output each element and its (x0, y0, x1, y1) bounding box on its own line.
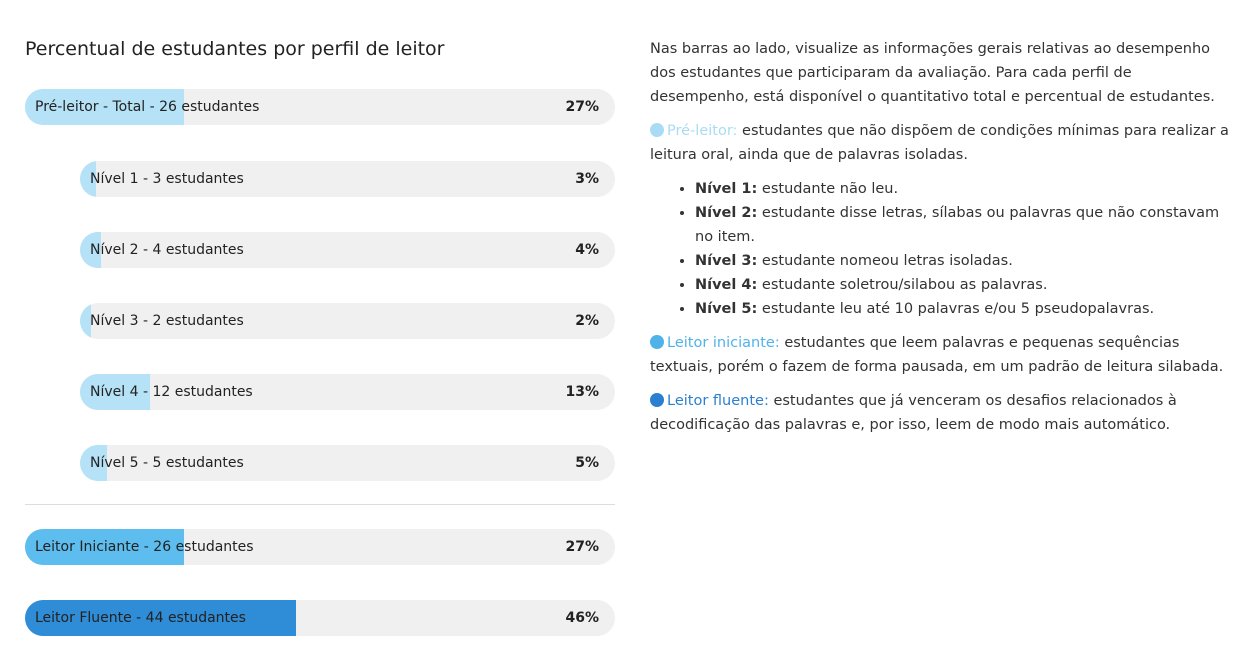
bar-value: 5% (575, 455, 599, 471)
level-name: Nível 5: (695, 301, 758, 317)
profile-dot (650, 123, 664, 137)
bar-fill (80, 161, 97, 197)
bar-label: Nível 1 - 3 estudantes (90, 171, 244, 187)
bar-track: Nível 1 - 3 estudantes 3% (80, 161, 615, 197)
bar-track: Leitor Iniciante - 26 estudantes 27% (25, 529, 615, 565)
bar-fill (80, 232, 102, 268)
profile-dot (650, 335, 664, 349)
profile: Leitor fluente: estudantes que já vencer… (650, 389, 1230, 437)
bar-fill (80, 374, 150, 410)
profile-dot (650, 393, 664, 407)
level-text: estudante nomeou letras isoladas. (761, 253, 1013, 269)
profile-name: Leitor iniciante: (667, 335, 780, 351)
level-name: Nível 2: (695, 205, 758, 221)
level-name: Nível 3: (695, 253, 758, 269)
description: Nas barras ao lado, visualize as informa… (650, 37, 1230, 447)
bar-value: 3% (575, 171, 599, 187)
bar-track: Nível 2 - 4 estudantes 4% (80, 232, 615, 268)
bar-fill (25, 600, 297, 636)
bar-fill (25, 529, 185, 565)
bar-label: Nível 4 - 12 estudantes (90, 384, 253, 400)
level-item: Nível 4: estudante soletrou/silabou as p… (695, 273, 1230, 297)
bar-value: 13% (565, 384, 599, 400)
level-text: estudante disse letras, sílabas ou palav… (695, 205, 1220, 245)
profile-name: Pré-leitor: (667, 123, 738, 139)
bar-value: 27% (565, 539, 599, 555)
profile-text: estudantes que não dispõem de condições … (650, 123, 1229, 163)
bar-fill (80, 303, 91, 339)
profile: Leitor iniciante: estudantes que leem pa… (650, 331, 1230, 379)
level-text: estudante soletrou/silabou as palavras. (761, 277, 1048, 293)
bar-track: Nível 5 - 5 estudantes 5% (80, 445, 615, 481)
bar-label: Pré-leitor - Total - 26 estudantes (35, 99, 260, 115)
bar-label: Leitor Iniciante - 26 estudantes (35, 539, 254, 555)
level-text: estudante não leu. (761, 181, 899, 197)
bar-value: 46% (565, 610, 599, 626)
divider (25, 504, 615, 505)
level-item: Nível 5: estudante leu até 10 palavras e… (695, 297, 1230, 321)
bar-fill (80, 445, 107, 481)
bar-fill (25, 89, 185, 125)
bar-label: Nível 2 - 4 estudantes (90, 242, 244, 258)
bar-value: 27% (565, 99, 599, 115)
bar-track: Nível 3 - 2 estudantes 2% (80, 303, 615, 339)
profile-name: Leitor fluente: (667, 393, 769, 409)
profile-text: estudantes que já venceram os desafios r… (650, 393, 1177, 433)
bar-label: Leitor Fluente - 44 estudantes (35, 610, 246, 626)
level-item: Nível 3: estudante nomeou letras isolada… (695, 249, 1230, 273)
profile: Pré-leitor: estudantes que não dispõem d… (650, 119, 1230, 167)
bar-track: Leitor Fluente - 44 estudantes 46% (25, 600, 615, 636)
intro: Nas barras ao lado, visualize as informa… (650, 41, 1215, 105)
level-list: Nível 1: estudante não leu.Nível 2: estu… (650, 177, 1230, 321)
level-name: Nível 1: (695, 181, 758, 197)
bar-track: Pré-leitor - Total - 26 estudantes 27% (25, 89, 615, 125)
panel-title: Percentual de estudantes por perfil de l… (25, 38, 445, 60)
bar-label: Nível 5 - 5 estudantes (90, 455, 244, 471)
level-item: Nível 1: estudante não leu. (695, 177, 1230, 201)
level-item: Nível 2: estudante disse letras, sílabas… (695, 201, 1230, 249)
level-name: Nível 4: (695, 277, 758, 293)
bar-value: 4% (575, 242, 599, 258)
bar-value: 2% (575, 313, 599, 329)
bar-label: Nível 3 - 2 estudantes (90, 313, 244, 329)
profile-text: estudantes que leem palavras e pequenas … (650, 335, 1224, 375)
bar-track: Nível 4 - 12 estudantes 13% (80, 374, 615, 410)
level-text: estudante leu até 10 palavras e/ou 5 pse… (761, 301, 1155, 317)
